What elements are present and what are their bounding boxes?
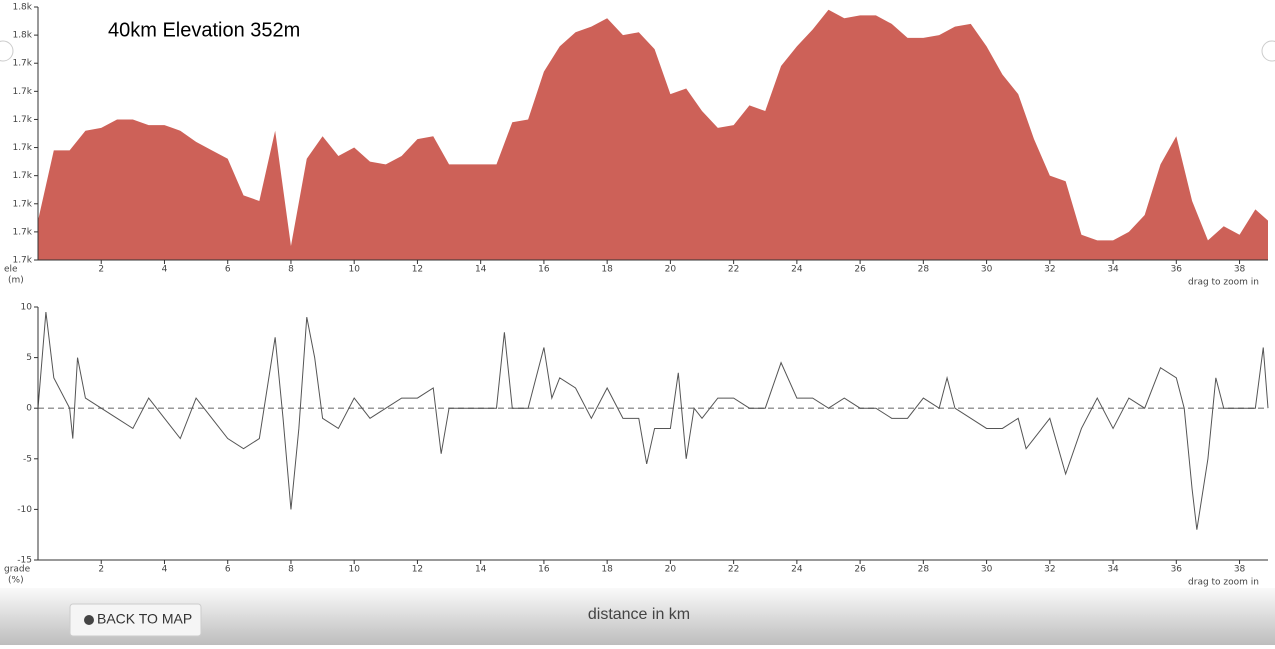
zoom-hint: drag to zoom in [1188,578,1259,588]
x-tick-label: 28 [918,565,930,575]
elevation-area [38,9,1268,260]
x-tick-label: 4 [162,565,168,575]
y-axis-label: grade [4,565,31,575]
y-tick-label: -5 [23,454,32,464]
x-tick-label: 30 [981,565,993,575]
y-tick-label: -15 [17,556,32,566]
y-tick-label: 1.7k [12,115,32,125]
x-tick-label: 14 [475,565,487,575]
x-tick-label: 36 [1171,565,1183,575]
zoom-hint: drag to zoom in [1188,278,1259,288]
y-tick-label: 1.7k [12,256,32,266]
y-axis-unit: (m) [8,276,24,286]
y-tick-label: 5 [26,353,32,363]
x-tick-label: 8 [288,565,294,575]
x-tick-label: 10 [348,565,360,575]
y-tick-label: 10 [21,303,33,313]
footer [0,588,1275,645]
x-tick-label: 16 [538,565,550,575]
y-tick-label: 1.7k [12,87,32,97]
x-axis-label: distance in km [588,606,690,623]
x-tick-label: 16 [538,265,550,275]
y-tick-label: 1.7k [12,199,32,209]
y-axis-label: ele [4,265,18,275]
y-axis-unit: (%) [8,576,24,586]
x-tick-label: 24 [791,265,803,275]
x-tick-label: 22 [728,565,739,575]
chart-title: 40km Elevation 352m [108,19,300,41]
globe-icon [84,615,94,625]
x-tick-label: 28 [918,265,930,275]
x-tick-label: 22 [728,265,739,275]
x-tick-label: 32 [1044,265,1055,275]
x-tick-label: 34 [1107,565,1119,575]
y-tick-label: 1.7k [12,171,32,181]
x-tick-label: 12 [412,265,423,275]
x-tick-label: 38 [1234,265,1246,275]
x-tick-label: 24 [791,565,803,575]
x-tick-label: 2 [98,265,104,275]
x-tick-label: 20 [665,265,677,275]
grade-line [37,312,1269,530]
back-button-label[interactable]: BACK TO MAP [97,611,192,627]
x-tick-label: 36 [1171,265,1183,275]
x-tick-label: 26 [854,265,866,275]
x-tick-label: 12 [412,565,423,575]
x-tick-label: 32 [1044,565,1055,575]
x-tick-label: 26 [854,565,866,575]
y-tick-label: 0 [26,404,32,414]
x-tick-label: 4 [162,265,168,275]
x-tick-label: 2 [98,565,104,575]
x-tick-label: 30 [981,265,993,275]
x-tick-label: 8 [288,265,294,275]
x-tick-label: 6 [225,265,231,275]
y-tick-label: 1.7k [12,59,32,69]
x-tick-label: 14 [475,265,487,275]
expand-right[interactable] [1261,40,1275,62]
x-tick-label: 18 [601,565,613,575]
x-tick-label: 10 [348,265,360,275]
x-tick-label: 18 [601,265,613,275]
x-tick-label: 34 [1107,265,1119,275]
expand-left[interactable] [0,40,14,62]
x-tick-label: 6 [225,565,231,575]
x-tick-label: 20 [665,565,677,575]
y-tick-label: 1.8k [12,31,32,41]
y-tick-label: 1.8k [12,3,32,13]
y-tick-label: 1.7k [12,227,32,237]
back-button[interactable] [69,603,202,637]
y-tick-label: -10 [17,505,32,515]
y-tick-label: 1.7k [12,143,32,153]
x-tick-label: 38 [1234,565,1246,575]
